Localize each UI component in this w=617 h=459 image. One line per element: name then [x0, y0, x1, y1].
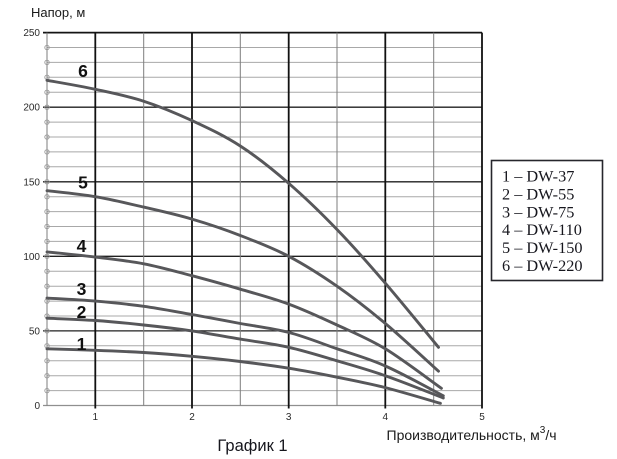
svg-text:6: 6	[78, 61, 88, 81]
svg-text:2: 2	[189, 412, 195, 423]
svg-text:3: 3	[286, 412, 292, 423]
svg-text:1: 1	[93, 412, 99, 423]
svg-text:0: 0	[34, 401, 40, 412]
svg-text:1 – DW-37: 1 – DW-37	[502, 167, 574, 186]
svg-text:Производительность, м3/ч: Производительность, м3/ч	[387, 425, 557, 443]
svg-text:Напор, м: Напор, м	[31, 5, 85, 20]
svg-text:4: 4	[383, 412, 389, 423]
svg-text:5: 5	[479, 412, 485, 423]
svg-text:4: 4	[77, 236, 87, 256]
svg-text:4 – DW-110: 4 – DW-110	[502, 220, 582, 239]
svg-text:5: 5	[78, 173, 88, 193]
svg-text:250: 250	[23, 28, 40, 39]
svg-text:3 – DW-75: 3 – DW-75	[502, 202, 574, 221]
svg-text:50: 50	[29, 326, 41, 337]
svg-text:100: 100	[23, 252, 40, 263]
svg-text:3: 3	[77, 279, 87, 299]
svg-text:2: 2	[77, 302, 87, 322]
svg-text:График 1: График 1	[217, 437, 287, 455]
svg-text:1: 1	[77, 334, 87, 354]
svg-text:5 – DW-150: 5 – DW-150	[502, 238, 583, 257]
svg-text:200: 200	[23, 103, 40, 114]
svg-text:150: 150	[23, 177, 40, 188]
svg-text:6 – DW-220: 6 – DW-220	[502, 256, 583, 275]
svg-text:2 – DW-55: 2 – DW-55	[502, 184, 574, 203]
